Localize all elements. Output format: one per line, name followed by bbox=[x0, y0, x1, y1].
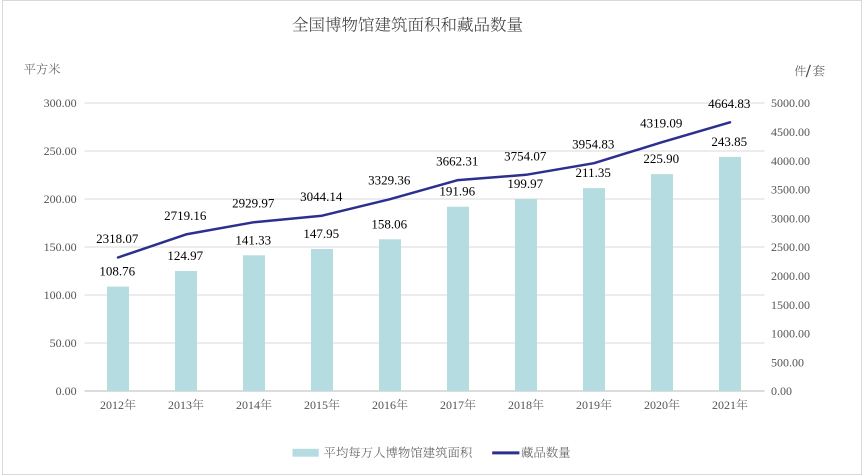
svg-text:50.00: 50.00 bbox=[50, 336, 77, 350]
svg-text:2929.97: 2929.97 bbox=[232, 196, 275, 211]
svg-text:3044.14: 3044.14 bbox=[300, 189, 343, 204]
svg-text:0.00: 0.00 bbox=[56, 384, 77, 398]
svg-text:2016: 2016 bbox=[372, 398, 396, 412]
svg-text:100.00: 100.00 bbox=[44, 288, 77, 302]
svg-text:3500.00: 3500.00 bbox=[771, 183, 810, 197]
svg-text:191.96: 191.96 bbox=[439, 184, 475, 199]
svg-text:199.97: 199.97 bbox=[507, 176, 543, 191]
svg-text:141.33: 141.33 bbox=[235, 232, 271, 247]
svg-text:4319.09: 4319.09 bbox=[640, 116, 682, 131]
svg-text:2015: 2015 bbox=[304, 398, 328, 412]
svg-text:2000.00: 2000.00 bbox=[771, 269, 810, 283]
svg-text:2014: 2014 bbox=[236, 398, 260, 412]
svg-text:124.97: 124.97 bbox=[167, 248, 203, 263]
svg-text:300.00: 300.00 bbox=[44, 96, 77, 110]
svg-text:2017: 2017 bbox=[440, 398, 464, 412]
svg-text:3000.00: 3000.00 bbox=[771, 211, 810, 225]
svg-text:500.00: 500.00 bbox=[771, 355, 804, 369]
svg-text:1000.00: 1000.00 bbox=[771, 327, 810, 341]
svg-text:200.00: 200.00 bbox=[44, 192, 77, 206]
svg-text:108.76: 108.76 bbox=[99, 264, 135, 279]
svg-text:147.95: 147.95 bbox=[303, 226, 339, 241]
svg-text:2318.07: 2318.07 bbox=[96, 231, 139, 246]
svg-text:3954.83: 3954.83 bbox=[572, 137, 614, 152]
svg-text:2018: 2018 bbox=[508, 398, 532, 412]
svg-text:3662.31: 3662.31 bbox=[436, 154, 478, 169]
svg-text:158.06: 158.06 bbox=[371, 216, 407, 231]
svg-text:4000.00: 4000.00 bbox=[771, 154, 810, 168]
svg-text:150.00: 150.00 bbox=[44, 240, 77, 254]
svg-text:243.85: 243.85 bbox=[711, 134, 747, 149]
svg-text:2021: 2021 bbox=[712, 398, 736, 412]
svg-text:2020: 2020 bbox=[644, 398, 668, 412]
svg-text:250.00: 250.00 bbox=[44, 144, 77, 158]
svg-text:5000.00: 5000.00 bbox=[771, 96, 810, 110]
svg-text:211.35: 211.35 bbox=[576, 165, 611, 180]
svg-text:2012: 2012 bbox=[100, 398, 124, 412]
svg-text:4500.00: 4500.00 bbox=[771, 125, 810, 139]
svg-text:2500.00: 2500.00 bbox=[771, 240, 810, 254]
svg-text:3754.07: 3754.07 bbox=[504, 148, 547, 163]
svg-text:3329.36: 3329.36 bbox=[368, 173, 411, 188]
svg-text:2019: 2019 bbox=[576, 398, 600, 412]
svg-text:2013: 2013 bbox=[168, 398, 192, 412]
svg-text:4664.83: 4664.83 bbox=[708, 96, 750, 111]
svg-text:1500.00: 1500.00 bbox=[771, 298, 810, 312]
svg-text:225.90: 225.90 bbox=[643, 151, 679, 166]
svg-text:2719.16: 2719.16 bbox=[164, 208, 207, 223]
svg-text:0.00: 0.00 bbox=[771, 384, 792, 398]
